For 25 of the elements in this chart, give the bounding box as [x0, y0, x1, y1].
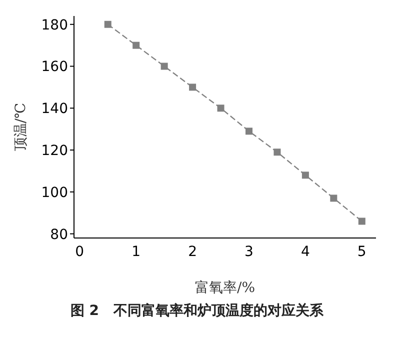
y-tick-label: 180: [41, 17, 68, 34]
y-tick-label: 140: [41, 101, 68, 118]
x-tick-label: 1: [132, 244, 141, 260]
point: [358, 218, 366, 225]
x-tick-label: 4: [300, 244, 310, 260]
point: [245, 128, 252, 135]
point: [189, 84, 196, 91]
point: [160, 62, 168, 70]
point: [104, 20, 112, 28]
x-tick-label: 0: [75, 244, 84, 260]
point: [330, 194, 338, 202]
point: [217, 104, 224, 112]
point: [132, 42, 140, 49]
y-tick-label: 80: [50, 226, 68, 243]
point: [274, 148, 281, 156]
text: 图 2 不同富氧率和炉顶温度的对应关系: [69, 302, 325, 320]
y-tick-label: 100: [41, 184, 68, 201]
x-axis-title: 富氧率/%: [194, 280, 256, 296]
y-tick-label: 160: [41, 59, 68, 76]
y-tick-label: 120: [41, 143, 68, 160]
x-tick-label: 2: [188, 244, 198, 260]
point: [302, 172, 309, 179]
x-tick-label: 3: [244, 244, 254, 260]
y-axis-title: 顶温/℃: [12, 102, 29, 152]
x-tick-label: 5: [357, 244, 366, 260]
